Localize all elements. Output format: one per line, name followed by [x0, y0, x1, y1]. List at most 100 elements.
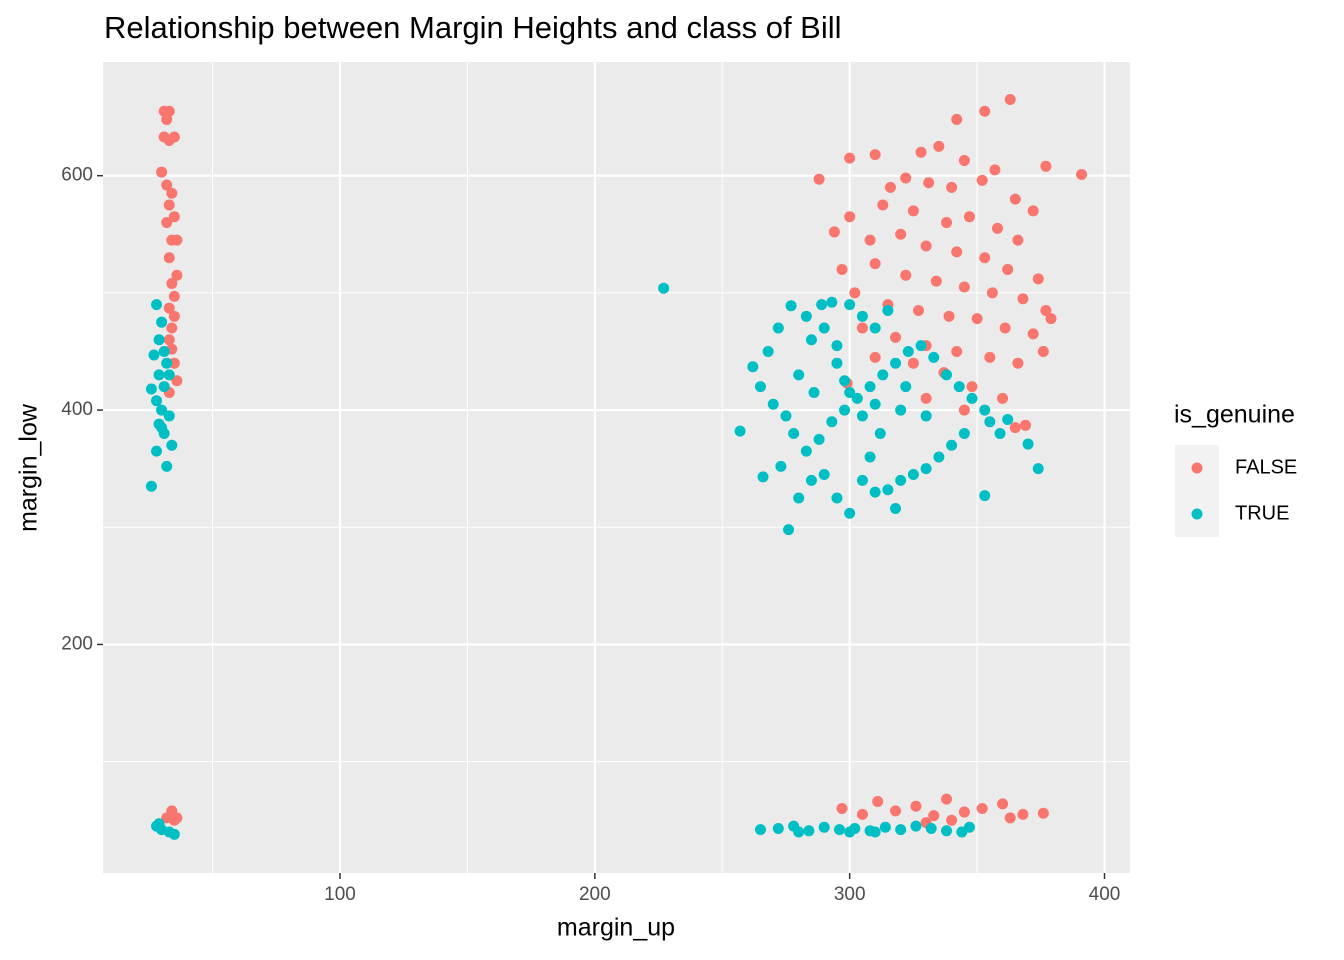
- point: [166, 439, 178, 451]
- point: [1002, 413, 1014, 425]
- point: [754, 381, 766, 393]
- point: [168, 310, 180, 322]
- point: [156, 316, 168, 328]
- point: [915, 340, 927, 352]
- point: [851, 392, 863, 404]
- point: [915, 146, 927, 158]
- point: [145, 383, 157, 395]
- legend-marker: [1191, 508, 1203, 520]
- point: [161, 113, 173, 125]
- point: [805, 334, 817, 346]
- point: [1020, 419, 1032, 431]
- point: [928, 810, 940, 822]
- point: [895, 228, 907, 240]
- point: [958, 281, 970, 293]
- point: [1027, 205, 1039, 217]
- point: [989, 164, 1001, 176]
- point: [958, 806, 970, 818]
- point: [864, 234, 876, 246]
- point: [882, 484, 894, 496]
- point: [923, 177, 935, 189]
- point: [844, 826, 856, 838]
- point: [168, 828, 180, 840]
- point: [168, 357, 180, 369]
- point: [163, 369, 175, 381]
- point: [153, 818, 165, 830]
- point: [844, 507, 856, 519]
- point: [984, 416, 996, 428]
- x-tick-label: 100: [324, 884, 356, 905]
- point: [869, 826, 881, 838]
- point: [151, 299, 163, 311]
- point: [762, 345, 774, 357]
- point: [153, 334, 165, 346]
- point: [958, 154, 970, 166]
- point: [780, 410, 792, 422]
- point: [1004, 812, 1016, 824]
- point: [979, 490, 991, 502]
- point: [163, 252, 175, 264]
- point: [951, 345, 963, 357]
- point: [900, 172, 912, 184]
- point: [997, 798, 1009, 810]
- point: [1040, 160, 1052, 172]
- point: [800, 310, 812, 322]
- point: [910, 820, 922, 832]
- point: [890, 805, 902, 817]
- points: [145, 94, 1088, 840]
- y-axis-label: margin_low: [15, 403, 43, 532]
- point: [785, 300, 797, 312]
- y-tick-label: 600: [61, 165, 93, 186]
- point: [874, 428, 886, 440]
- point: [895, 404, 907, 416]
- point: [963, 211, 975, 223]
- point: [1017, 293, 1029, 305]
- point: [907, 205, 919, 217]
- point: [767, 398, 779, 410]
- point: [864, 451, 876, 463]
- point: [166, 278, 178, 290]
- point: [920, 240, 932, 252]
- point: [963, 821, 975, 833]
- y-tick-label: 200: [61, 633, 93, 654]
- point: [966, 381, 978, 393]
- point: [747, 361, 759, 373]
- point: [997, 392, 1009, 404]
- point: [828, 226, 840, 238]
- point: [788, 428, 800, 440]
- point: [171, 375, 183, 387]
- point: [951, 113, 963, 125]
- legend-label: TRUE: [1235, 502, 1289, 524]
- point: [933, 451, 945, 463]
- point: [168, 131, 180, 143]
- point: [999, 322, 1011, 334]
- grid: [103, 62, 1130, 873]
- point: [856, 808, 868, 820]
- point: [849, 287, 861, 299]
- point: [872, 796, 884, 808]
- point: [900, 381, 912, 393]
- point: [920, 410, 932, 422]
- legend-marker: [1191, 462, 1203, 474]
- point: [856, 474, 868, 486]
- point: [151, 395, 163, 407]
- point: [836, 803, 848, 815]
- point: [754, 824, 766, 836]
- point: [930, 275, 942, 287]
- point: [856, 322, 868, 334]
- point: [920, 392, 932, 404]
- point: [895, 824, 907, 836]
- point: [979, 404, 991, 416]
- point: [844, 299, 856, 311]
- point: [831, 357, 843, 369]
- point: [800, 445, 812, 457]
- point: [803, 825, 815, 837]
- point: [805, 474, 817, 486]
- point: [826, 296, 838, 308]
- x-tick-label: 300: [834, 884, 866, 905]
- point: [895, 474, 907, 486]
- point: [166, 322, 178, 334]
- point: [890, 331, 902, 343]
- point: [979, 252, 991, 264]
